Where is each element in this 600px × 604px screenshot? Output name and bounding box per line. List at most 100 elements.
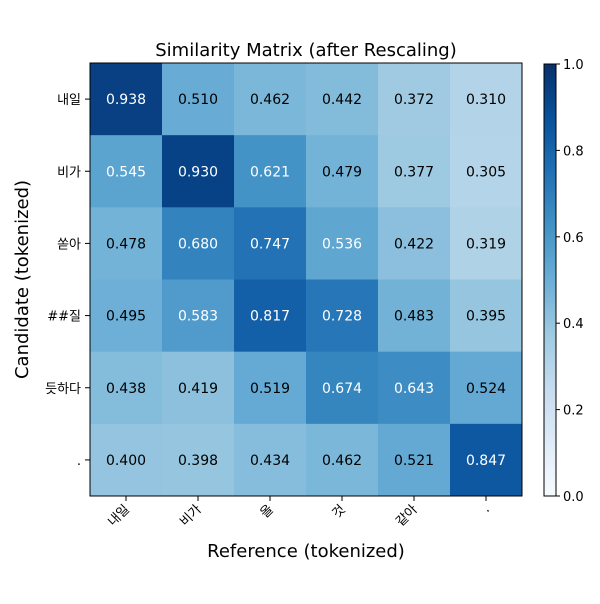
heatmap-cell (90, 423, 163, 497)
cell-value-label: 0.747 (250, 236, 290, 252)
cell-value-label: 0.479 (322, 164, 362, 180)
heatmap-cell (378, 351, 451, 425)
heatmap-cell (378, 135, 451, 208)
heatmap-cell (234, 423, 307, 497)
x-tick-label: 것 (330, 502, 349, 521)
cell-value-label: 0.442 (322, 92, 362, 108)
heatmap-cell (378, 63, 451, 136)
x-tick-label: 올 (258, 502, 277, 521)
heatmap-cell (306, 279, 379, 353)
cell-value-label: 0.319 (466, 236, 506, 252)
cell-value-label: 0.438 (106, 381, 146, 397)
y-tick-label: 쏟아 (57, 237, 81, 252)
heatmap-cell (306, 63, 379, 136)
cell-value-label: 0.395 (466, 309, 506, 325)
cell-value-label: 0.400 (106, 453, 146, 469)
cell-value-label: 0.305 (466, 164, 506, 180)
heatmap-cell (234, 207, 307, 280)
heatmap-cell (162, 135, 235, 208)
heatmap-cell (378, 207, 451, 280)
heatmap-cell (234, 351, 307, 425)
heatmap-cell (90, 279, 163, 353)
cell-value-label: 0.643 (394, 381, 434, 397)
heatmap-cell (450, 351, 523, 425)
colorbar-tick-label: 1.0 (563, 58, 584, 73)
heatmap-cell (90, 351, 163, 425)
x-tick-label: 내일 (105, 502, 133, 530)
heatmap-cell (306, 423, 379, 497)
heatmap-cell (378, 423, 451, 497)
y-tick-label: ##질 (47, 310, 81, 325)
heatmap-cell (162, 63, 235, 136)
cell-value-label: 0.478 (106, 236, 146, 252)
x-axis-label: Reference (tokenized) (207, 541, 405, 562)
cell-value-label: 0.495 (106, 309, 146, 325)
heatmap-cell (162, 207, 235, 280)
colorbar-ticks: 0.0 0.2 0.4 0.6 0.8 1.0 (556, 58, 584, 505)
heatmap-cell (450, 423, 523, 497)
cell-value-label: 0.938 (106, 92, 146, 108)
cell-value-label: 0.545 (106, 164, 146, 180)
cell-value-label: 0.621 (250, 164, 290, 180)
heatmap-cells: 0.938 0.510 0.462 0.442 0.372 0.310 0.545 0.930… (90, 63, 523, 497)
heatmap-cell (378, 279, 451, 353)
cell-value-label: 0.419 (178, 381, 218, 397)
heatmap-cell (306, 135, 379, 208)
chart-title: Similarity Matrix (after Rescaling) (155, 40, 456, 61)
heatmap-cell (90, 63, 163, 136)
y-tick-label: . (77, 454, 81, 469)
heatmap-cell (162, 351, 235, 425)
colorbar-tick-label: 0.6 (563, 231, 584, 246)
x-tick-label: 같아 (393, 502, 421, 530)
colorbar-tick-label: 0.4 (563, 317, 584, 332)
x-tick-label: . (479, 502, 493, 516)
y-axis-label: Candidate (tokenized) (12, 180, 33, 379)
colorbar-tick-label: 0.8 (563, 144, 584, 159)
cell-value-label: 0.372 (394, 92, 434, 108)
cell-value-label: 0.510 (178, 92, 218, 108)
colorbar-tick-label: 0.0 (563, 490, 584, 505)
heatmap-cell (450, 63, 523, 136)
heatmap-cell (90, 135, 163, 208)
cell-value-label: 0.483 (394, 309, 434, 325)
cell-value-label: 0.462 (322, 453, 362, 469)
x-tick-label: 비가 (177, 502, 205, 530)
cell-value-label: 0.817 (250, 309, 290, 325)
heatmap-cell (162, 279, 235, 353)
cell-value-label: 0.680 (178, 236, 218, 252)
cell-value-label: 0.930 (178, 164, 218, 180)
heatmap-cell (162, 423, 235, 497)
heatmap-cell (450, 207, 523, 280)
cell-value-label: 0.434 (250, 453, 290, 469)
cell-value-label: 0.462 (250, 92, 290, 108)
cell-value-label: 0.524 (466, 381, 506, 397)
cell-value-label: 0.674 (322, 381, 362, 397)
heatmap-cell (90, 207, 163, 280)
cell-value-label: 0.536 (322, 236, 362, 252)
heatmap-cell (306, 207, 379, 280)
y-tick-label: 듯하다 (45, 382, 81, 397)
colorbar-tick-label: 0.2 (563, 404, 584, 419)
cell-value-label: 0.310 (466, 92, 506, 108)
y-tick-label: 비가 (57, 165, 81, 180)
heatmap-cell (234, 135, 307, 208)
heatmap-cell (450, 135, 523, 208)
heatmap-cell (450, 279, 523, 353)
cell-value-label: 0.728 (322, 309, 362, 325)
cell-value-label: 0.398 (178, 453, 218, 469)
heatmap-cell (234, 279, 307, 353)
cell-value-label: 0.583 (178, 309, 218, 325)
cell-value-label: 0.422 (394, 236, 434, 252)
cell-value-label: 0.847 (466, 453, 506, 469)
cell-value-label: 0.519 (250, 381, 290, 397)
y-tick-label: 내일 (57, 93, 81, 108)
colorbar (543, 63, 557, 497)
x-axis-ticks: 내일 비가 올 것 같아. (105, 496, 493, 530)
plot-frame (89, 62, 523, 497)
cell-value-label: 0.377 (394, 164, 434, 180)
heatmap-cell (306, 351, 379, 425)
heatmap-cell (234, 63, 307, 136)
